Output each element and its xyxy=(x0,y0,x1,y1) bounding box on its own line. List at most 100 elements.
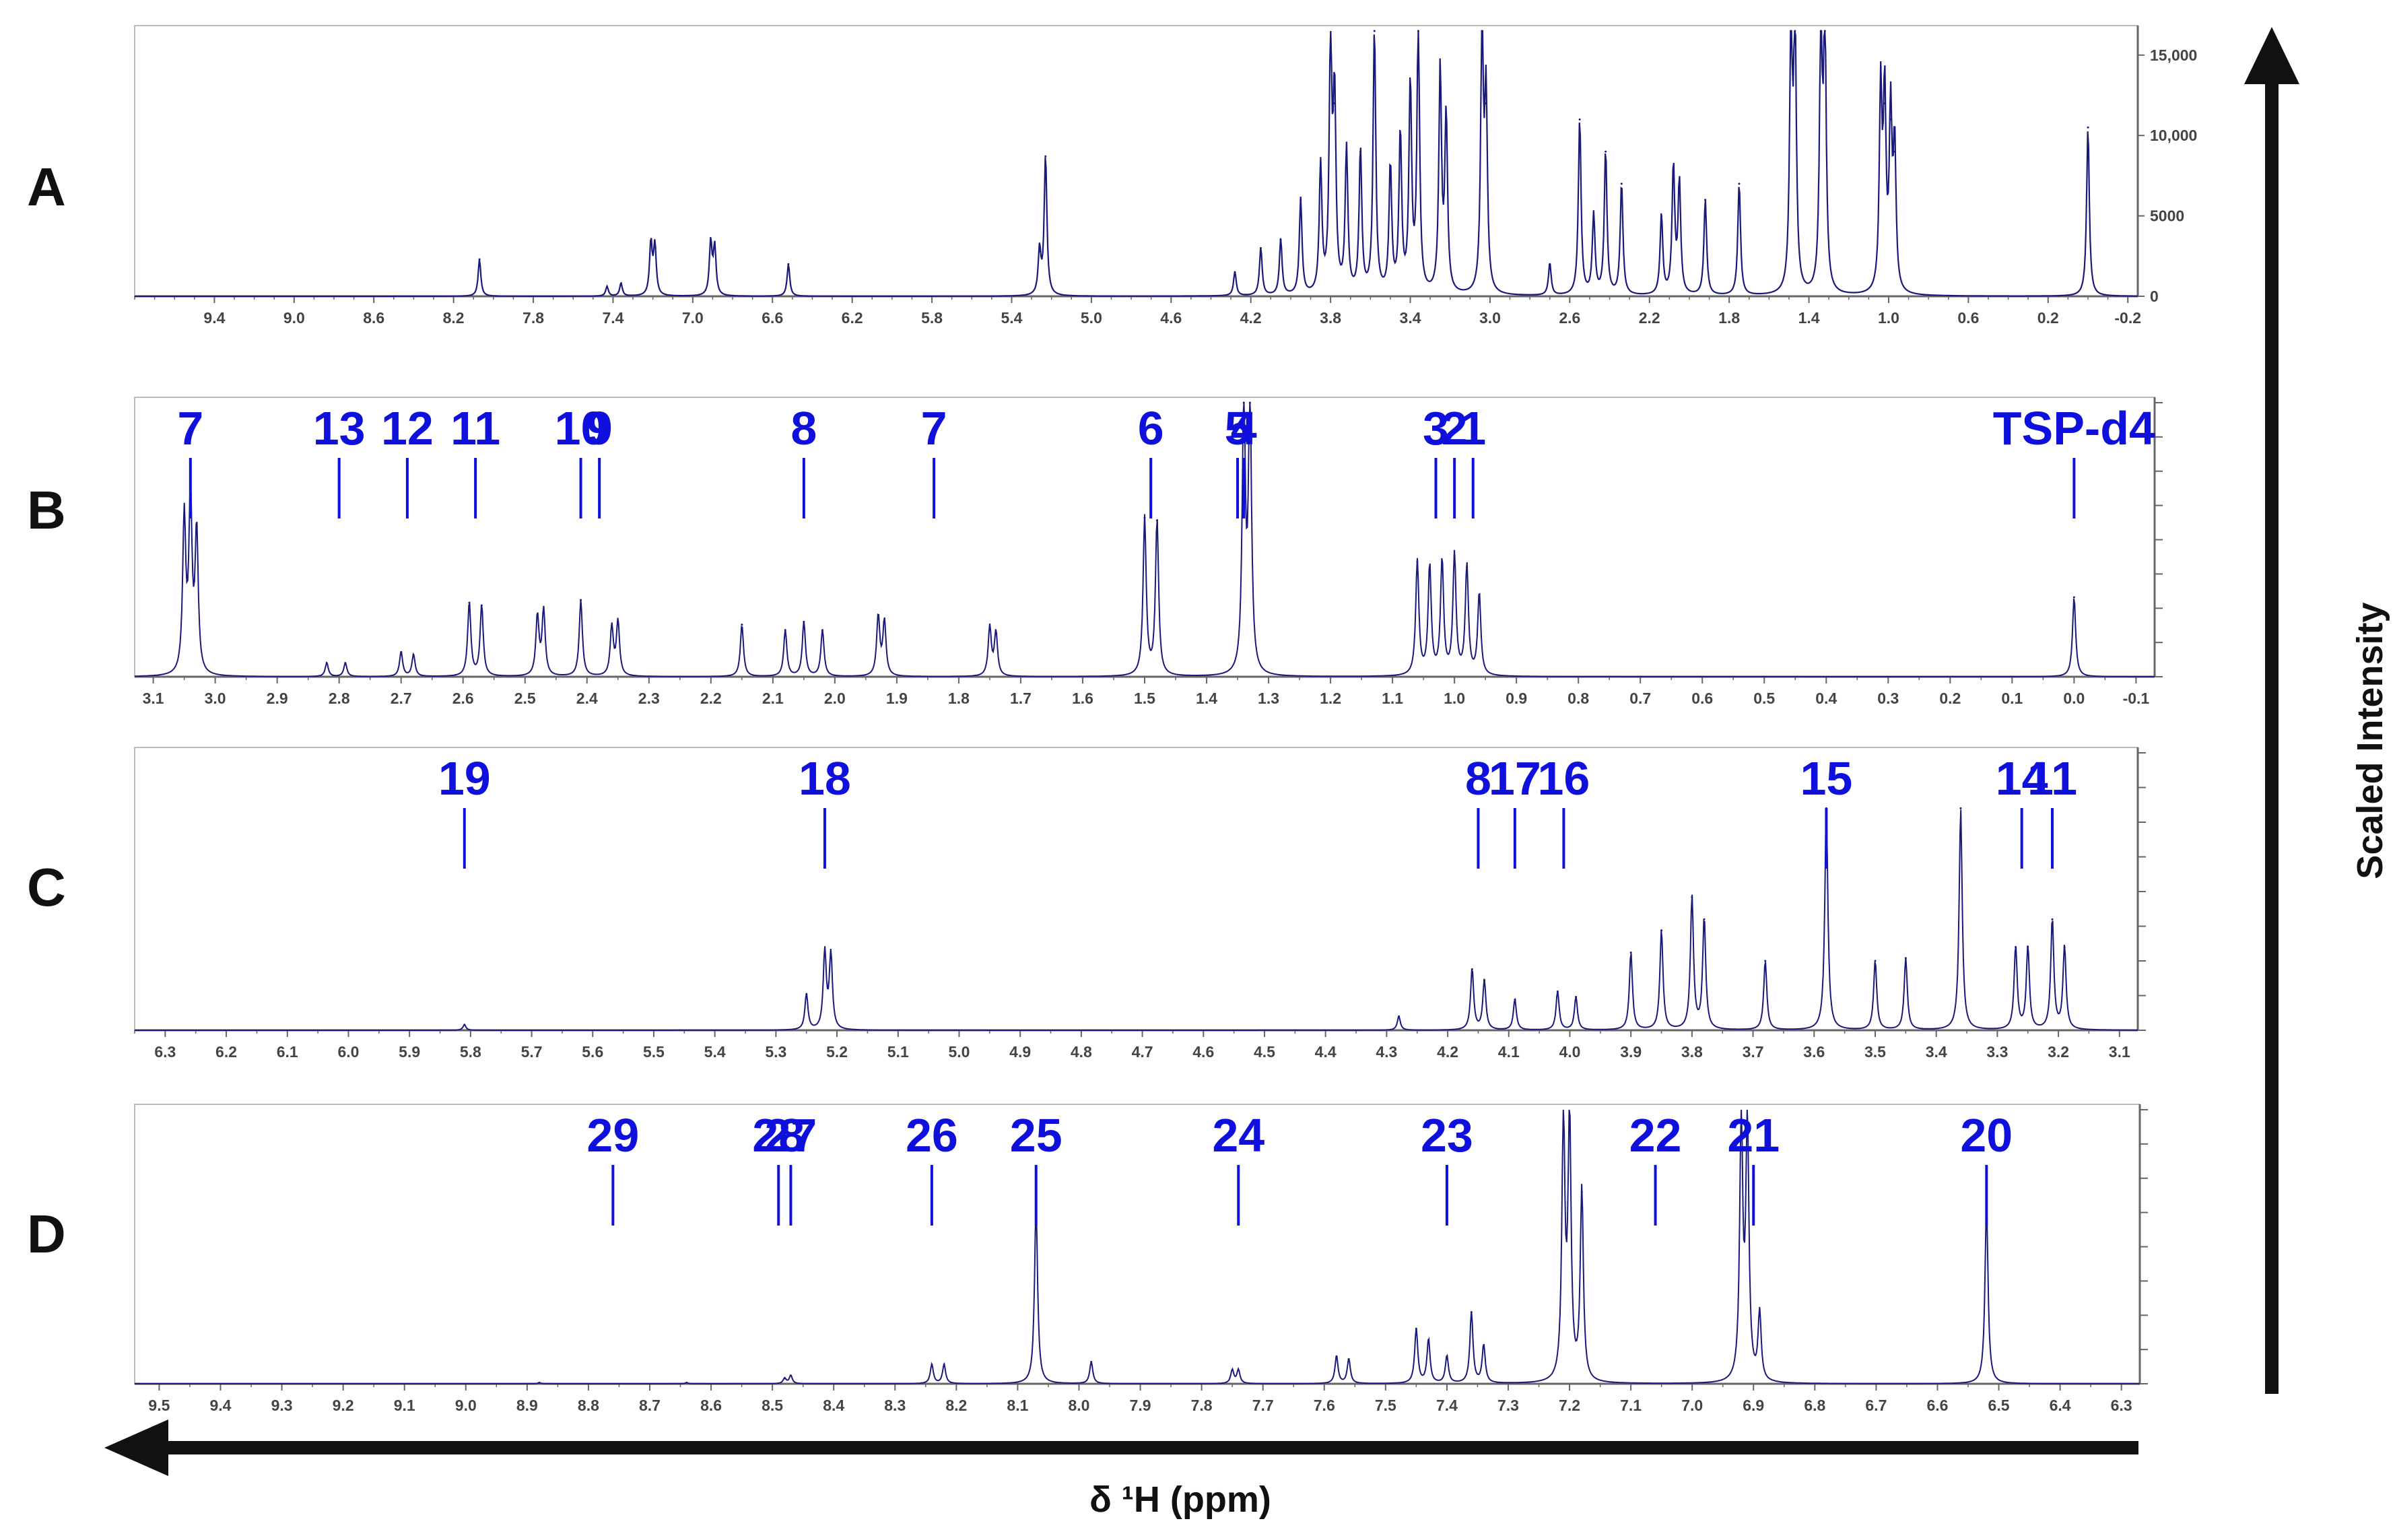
peak-point xyxy=(1333,102,1336,104)
x-tick-label: 4.1 xyxy=(1498,1043,1520,1061)
x-tick-label: 0.8 xyxy=(1567,690,1589,707)
peak-point xyxy=(1347,1358,1350,1360)
x-tick-label: 6.1 xyxy=(277,1043,298,1061)
x-tick-label: 3.3 xyxy=(1986,1043,2008,1061)
x-tick-label: 4.8 xyxy=(1071,1043,1092,1061)
x-tick-label: 3.8 xyxy=(1681,1043,1703,1061)
peak-point xyxy=(1629,951,1632,954)
peak-point xyxy=(1300,199,1302,201)
x-tick-label: 1.4 xyxy=(1196,690,1217,707)
peak-point xyxy=(183,519,186,522)
peak-point xyxy=(2072,596,2075,599)
peak-point xyxy=(2051,918,2054,920)
x-tick-label: 7.7 xyxy=(1252,1397,1274,1414)
x-tick-label: 6.6 xyxy=(762,309,783,327)
peak-annotation-label: 10 xyxy=(555,402,607,455)
x-tick-label: 0.2 xyxy=(1939,690,1961,707)
peak-point xyxy=(1399,134,1402,137)
peak-point xyxy=(536,615,539,617)
peak-point xyxy=(1389,166,1392,169)
x-tick-label: 0.6 xyxy=(1957,309,1979,327)
x-tick-label: 4.6 xyxy=(1160,309,1182,327)
peak-point xyxy=(1959,807,1962,809)
peak-point xyxy=(1329,46,1332,48)
peak-point xyxy=(1691,896,1693,898)
peak-point xyxy=(821,629,823,632)
peak-point xyxy=(943,1364,945,1366)
peak-annotation-label: 24 xyxy=(1212,1109,1264,1162)
x-tick-label: 3.4 xyxy=(1926,1043,1947,1061)
peak-point xyxy=(1237,1369,1240,1372)
x-tick-label: 7.8 xyxy=(1191,1397,1213,1414)
x-tick-label: 0.6 xyxy=(1691,690,1713,707)
y-tick-label: 10,000 xyxy=(2150,127,2197,144)
peak-point xyxy=(654,245,656,248)
x-tick-label: 2.6 xyxy=(1559,309,1580,327)
peak-point xyxy=(2063,945,2066,948)
peak-point xyxy=(1758,1314,1761,1316)
x-tick-label: 6.2 xyxy=(842,309,863,327)
x-tick-label: 1.9 xyxy=(886,690,908,707)
x-tick-label: 1.0 xyxy=(1444,690,1465,707)
peak-point xyxy=(784,629,786,632)
x-tick-label: 9.4 xyxy=(210,1397,232,1414)
x-tick-label: 5.8 xyxy=(921,309,943,327)
peak-annotation-label: 16 xyxy=(1537,752,1590,805)
x-tick-label: 7.9 xyxy=(1130,1397,1151,1414)
peak-point xyxy=(1044,155,1047,158)
peak-point xyxy=(1445,118,1448,121)
x-tick-label: 8.7 xyxy=(639,1397,661,1414)
peak-point xyxy=(619,282,622,285)
panel-label-b: B xyxy=(27,480,66,540)
x-tick-label: 3.6 xyxy=(1803,1043,1825,1061)
peak-point xyxy=(823,951,826,954)
peak-point xyxy=(1470,1311,1473,1314)
peak-point xyxy=(1556,990,1559,993)
x-tick-label: 8.2 xyxy=(945,1397,967,1414)
x-tick-label: 1.1 xyxy=(1382,690,1403,707)
panel-label-c: C xyxy=(27,857,66,917)
peak-point xyxy=(877,615,879,617)
x-tick-label: 5.5 xyxy=(643,1043,665,1061)
x-tick-label: 0.2 xyxy=(2037,309,2059,327)
peak-point xyxy=(830,954,832,957)
x-tick-label: 8.9 xyxy=(516,1397,538,1414)
peak-annotation-label: 19 xyxy=(438,752,491,805)
peak-annotation-label: 4 xyxy=(1231,402,1257,455)
peak-point xyxy=(1242,401,1245,404)
peak-point xyxy=(1446,1355,1448,1358)
x-tick-label: 8.8 xyxy=(578,1397,599,1414)
peak-point xyxy=(1740,1122,1743,1125)
x-tick-label: 6.3 xyxy=(2111,1397,2132,1414)
peak-point xyxy=(1428,566,1431,568)
peak-point xyxy=(1605,150,1607,153)
peak-annotation-label: 8 xyxy=(1465,752,1491,805)
peak-point xyxy=(1453,555,1456,558)
x-tick-label: 5.4 xyxy=(1001,309,1022,327)
x-tick-label: 2.5 xyxy=(514,690,536,707)
peak-annotation-label: 12 xyxy=(381,402,434,455)
peak-point xyxy=(994,632,997,634)
x-tick-label: 9.3 xyxy=(271,1397,293,1414)
x-tick-label: 8.6 xyxy=(363,309,384,327)
spectrum-trace xyxy=(135,30,2138,298)
peak-point xyxy=(617,621,619,624)
x-tick-label: 6.8 xyxy=(1804,1397,1825,1414)
x-tick-label: 3.8 xyxy=(1320,309,1341,327)
x-tick-label: -0.2 xyxy=(2114,309,2141,327)
x-tick-label: 4.0 xyxy=(1559,1043,1580,1061)
peak-point xyxy=(542,609,545,612)
panel-label-d: D xyxy=(27,1204,66,1264)
x-axis-title: δ ¹H (ppm) xyxy=(1089,1479,1271,1520)
x-tick-label: 1.0 xyxy=(1878,309,1899,327)
peak-point xyxy=(1874,960,1877,962)
y-axis-arrow-head xyxy=(2244,27,2299,84)
peak-point xyxy=(1879,94,1882,97)
x-tick-label: 6.7 xyxy=(1865,1397,1887,1414)
x-tick-label: 3.7 xyxy=(1743,1043,1764,1061)
peak-point xyxy=(1485,102,1487,104)
peak-point xyxy=(1790,30,1792,32)
peak-point xyxy=(1090,1360,1093,1363)
peak-point xyxy=(1578,118,1581,121)
